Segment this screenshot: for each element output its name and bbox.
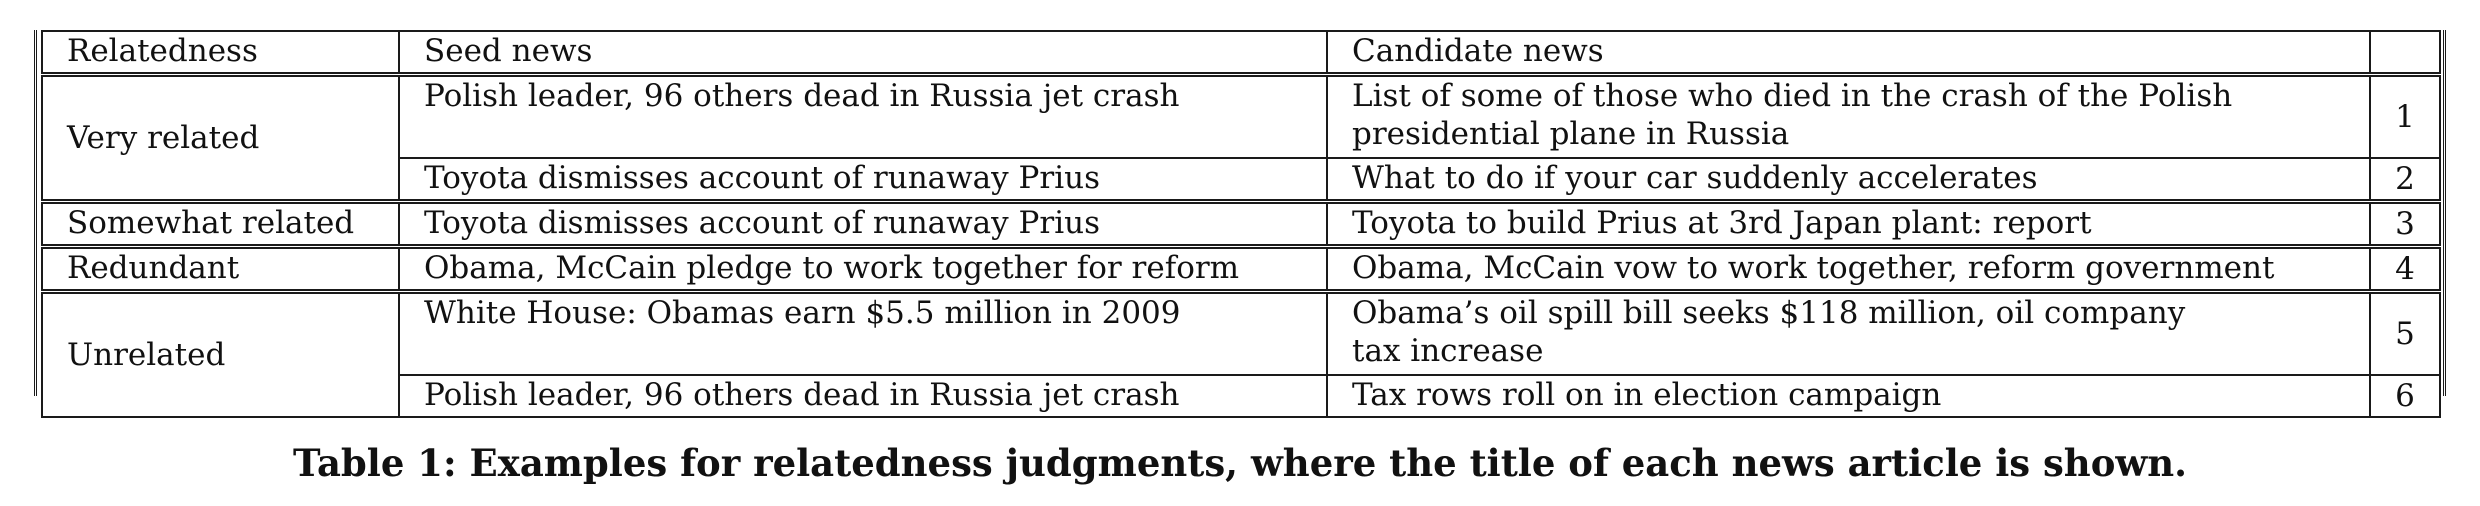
candidate-news-cell: What to do if your car suddenly accelera…	[1326, 157, 2371, 203]
seed-news-cell: Obama, McCain pledge to work together fo…	[398, 244, 1328, 293]
relatedness-label-somewhat-related: Somewhat related	[41, 199, 400, 248]
candidate-news-line: Obama’s oil spill bill seeks $118 millio…	[1352, 295, 2186, 331]
candidate-news-cell: Tax rows roll on in election campaign	[1326, 374, 2371, 418]
row-number: 5	[2369, 289, 2441, 376]
table-row: Somewhat related Toyota dismisses accoun…	[41, 199, 2441, 248]
table-row: Redundant Obama, McCain pledge to work t…	[41, 244, 2441, 293]
candidate-news-cell: Toyota to build Prius at 3rd Japan plant…	[1326, 199, 2371, 248]
candidate-news-line: presidential plane in Russia	[1352, 116, 1790, 152]
header-seed-news: Seed news	[398, 30, 1328, 76]
table-row: Very related Polish leader, 96 others de…	[41, 72, 2441, 203]
seed-news-cell: Toyota dismisses account of runaway Priu…	[398, 157, 1328, 203]
candidate-news-cell: List of some of those who died in the cr…	[1326, 72, 2371, 159]
seed-news-cell: Polish leader, 96 others dead in Russia …	[398, 72, 1328, 159]
seed-news-cell: White House: Obamas earn $5.5 million in…	[398, 289, 1328, 376]
candidate-news-cell: Obama, McCain vow to work together, refo…	[1326, 244, 2371, 293]
table-row: Polish leader, 96 others dead in Russia …	[42, 374, 2441, 418]
row-number: 3	[2369, 199, 2441, 248]
candidate-news-line: List of some of those who died in the cr…	[1352, 78, 2233, 114]
relatedness-label-unrelated: Unrelated	[41, 289, 400, 418]
row-number: 6	[2369, 374, 2441, 418]
table-caption: Table 1: Examples for relatedness judgme…	[292, 441, 2188, 485]
table-row: Toyota dismisses account of runaway Priu…	[42, 157, 2441, 203]
row-number: 2	[2369, 157, 2441, 203]
candidate-news-cell: Obama’s oil spill bill seeks $118 millio…	[1326, 289, 2371, 376]
seed-news-cell: Toyota dismisses account of runaway Priu…	[398, 199, 1328, 248]
candidate-news-line: tax increase	[1352, 333, 1544, 369]
row-number: 1	[2369, 72, 2441, 159]
relatedness-label-very-related: Very related	[41, 72, 400, 203]
relatedness-table-frame: Relatedness Seed news Candidate news Ver…	[34, 30, 2446, 418]
header-relatedness: Relatedness	[41, 30, 400, 76]
table-row: Unrelated White House: Obamas earn $5.5 …	[41, 289, 2441, 418]
table-header-row: Relatedness Seed news Candidate news	[41, 30, 2441, 76]
relatedness-label-redundant: Redundant	[41, 244, 400, 293]
header-candidate-news: Candidate news	[1326, 30, 2371, 76]
header-id	[2369, 30, 2441, 76]
row-number: 4	[2369, 244, 2441, 293]
seed-news-cell: Polish leader, 96 others dead in Russia …	[398, 374, 1328, 418]
relatedness-table: Relatedness Seed news Candidate news Ver…	[41, 30, 2441, 418]
